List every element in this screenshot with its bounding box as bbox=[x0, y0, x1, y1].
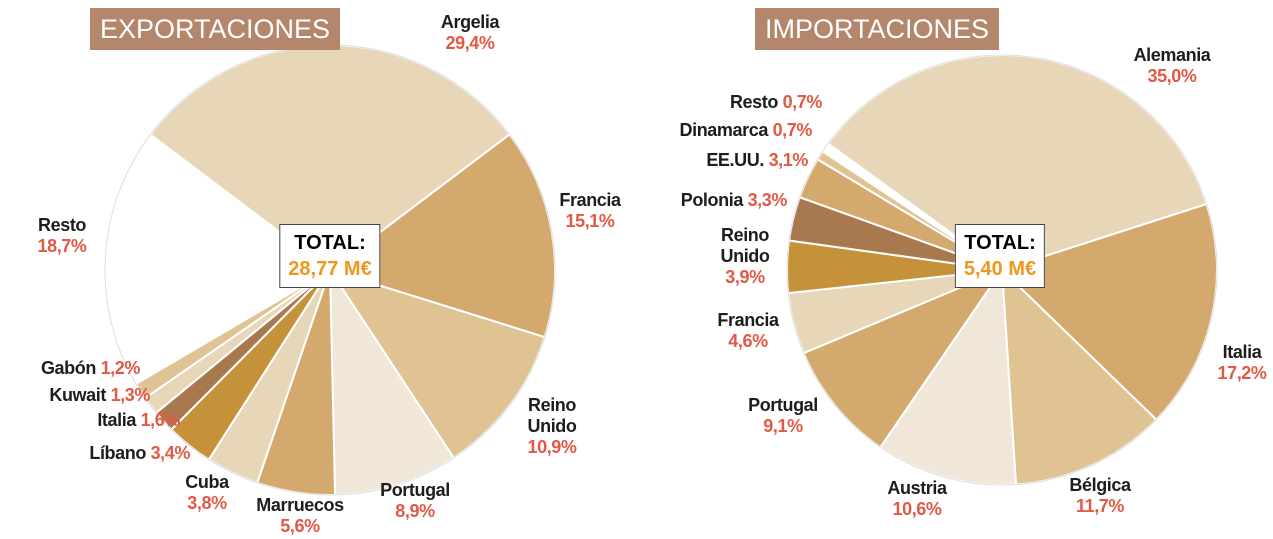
category-name: Resto bbox=[729, 92, 778, 112]
category-name: Marruecos bbox=[256, 495, 344, 515]
slice-label: Dinamarca 0,7% bbox=[680, 120, 813, 141]
slice-label: Portugal 9,1% bbox=[748, 395, 818, 437]
slice-label: Reino Unido 3,9% bbox=[710, 225, 780, 288]
value-label: 29,4% bbox=[445, 33, 495, 53]
value-label: 1,6% bbox=[140, 410, 181, 430]
slice-label: Polonia 3,3% bbox=[680, 190, 788, 211]
value-label: 4,6% bbox=[728, 331, 768, 351]
category-name: Italia bbox=[97, 410, 136, 430]
category-name: Polonia bbox=[680, 190, 744, 210]
category-name: Austria bbox=[887, 478, 947, 498]
slice-label: Austria 10,6% bbox=[887, 478, 947, 520]
value-label: 17,2% bbox=[1217, 363, 1267, 383]
category-name: Portugal bbox=[380, 480, 450, 500]
value-label: 0,7% bbox=[772, 120, 813, 140]
slice-label: Francia 4,6% bbox=[717, 310, 779, 352]
total-label: TOTAL: bbox=[294, 232, 366, 254]
value-label: 3,8% bbox=[187, 493, 227, 513]
slice-label: Bélgica 11,7% bbox=[1069, 475, 1131, 517]
value-label: 1,3% bbox=[110, 385, 151, 405]
value-label: 1,2% bbox=[100, 358, 141, 378]
category-name: Resto bbox=[37, 215, 87, 235]
category-name: Italia bbox=[1222, 342, 1262, 362]
category-name: Gabón bbox=[40, 358, 96, 378]
value-label: 10,9% bbox=[527, 437, 577, 457]
category-name: Bélgica bbox=[1069, 475, 1131, 495]
value-label: 3,9% bbox=[725, 267, 765, 287]
slice-label: Francia 15,1% bbox=[559, 190, 621, 232]
slice-label: Kuwait 1,3% bbox=[49, 385, 150, 406]
value-label: 3,4% bbox=[150, 443, 191, 463]
total-box: TOTAL: 5,40 M€ bbox=[954, 224, 1046, 288]
value-label: 0,7% bbox=[782, 92, 823, 112]
slice-label: Italia 1,6% bbox=[97, 410, 180, 431]
value-label: 11,7% bbox=[1075, 496, 1125, 516]
slice-label: Argelia 29,4% bbox=[440, 12, 500, 54]
slice-label: Reino Unido 10,9% bbox=[517, 395, 587, 458]
category-name: Reino Unido bbox=[720, 225, 770, 266]
category-name: Kuwait bbox=[49, 385, 106, 405]
category-name: Alemania bbox=[1133, 45, 1211, 65]
value-label: 3,3% bbox=[747, 190, 788, 210]
chart-title: IMPORTACIONES bbox=[755, 8, 1000, 50]
category-name: EE.UU. bbox=[706, 150, 764, 170]
value-label: 3,1% bbox=[768, 150, 809, 170]
slice-label: Resto 18,7% bbox=[37, 215, 86, 257]
slice-label: Gabón 1,2% bbox=[41, 358, 140, 379]
slice-label: Cuba 3,8% bbox=[185, 472, 229, 514]
slice-label: Líbano 3,4% bbox=[89, 443, 190, 464]
slice-label: Italia 17,2% bbox=[1217, 342, 1266, 384]
slice-label: EE.UU. 3,1% bbox=[706, 150, 808, 171]
value-label: 9,1% bbox=[763, 416, 803, 436]
slice-label: Marruecos 5,6% bbox=[256, 495, 344, 537]
value-label: 10,6% bbox=[892, 499, 942, 519]
slice-label: Alemania 35,0% bbox=[1134, 45, 1211, 87]
value-label: 15,1% bbox=[565, 211, 615, 231]
category-name: Reino Unido bbox=[527, 395, 577, 436]
category-name: Argelia bbox=[440, 12, 500, 32]
category-name: Dinamarca bbox=[679, 120, 769, 140]
slice-label: Resto 0,7% bbox=[730, 92, 822, 113]
value-label: 5,6% bbox=[280, 516, 320, 536]
category-name: Portugal bbox=[748, 395, 818, 415]
total-value: 5,40 M€ bbox=[963, 258, 1037, 280]
slice-label: Portugal 8,9% bbox=[380, 480, 450, 522]
total-box: TOTAL: 28,77 M€ bbox=[279, 224, 381, 288]
category-name: Líbano bbox=[89, 443, 146, 463]
pie-outline bbox=[786, 54, 1218, 486]
total-value: 28,77 M€ bbox=[288, 258, 372, 280]
value-label: 8,9% bbox=[395, 501, 435, 521]
category-name: Francia bbox=[717, 310, 779, 330]
total-label: TOTAL: bbox=[964, 232, 1036, 254]
value-label: 35,0% bbox=[1147, 66, 1197, 86]
value-label: 18,7% bbox=[37, 236, 87, 256]
category-name: Francia bbox=[559, 190, 621, 210]
category-name: Cuba bbox=[185, 472, 229, 492]
chart-title: EXPORTACIONES bbox=[90, 8, 341, 50]
